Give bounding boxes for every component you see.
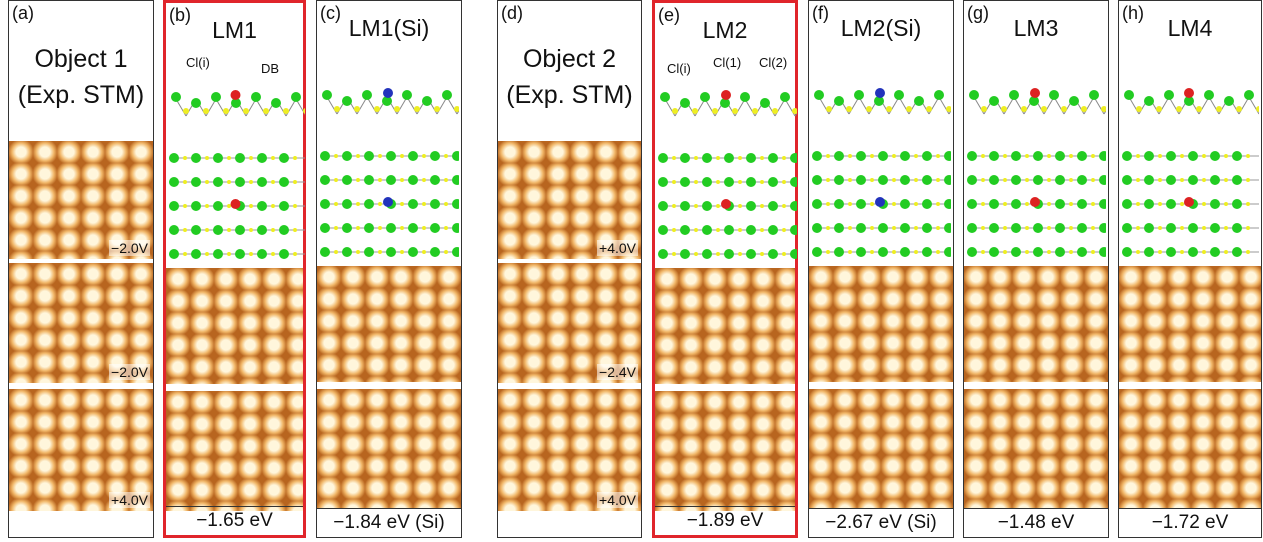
panel: (d) Object 2 (Exp. STM) +4.0V −2.4V +4.0V [497, 0, 642, 538]
energy-label: −1.65 eV [166, 506, 303, 535]
stm-image: +4.0V [498, 141, 641, 259]
simulated-image [809, 389, 953, 509]
stm-image: +4.0V [9, 389, 153, 511]
side-model [317, 79, 459, 129]
panel: (a) Object 1 (Exp. STM) −2.0V −2.0V +4.0V [8, 0, 154, 538]
panel-label: (d) [501, 3, 523, 24]
panel-title: Object 1 [9, 45, 153, 74]
top-model [317, 146, 459, 258]
bias-label: +4.0V [597, 492, 638, 508]
panel: (f)LM2(Si)−2.67 eV (Si) [808, 0, 954, 538]
side-model [809, 79, 951, 129]
top-model [1119, 146, 1259, 258]
side-model [964, 79, 1106, 129]
side-model [1119, 79, 1259, 129]
top-model [964, 146, 1106, 258]
top-model [166, 148, 305, 260]
panel-title: LM1 [166, 17, 303, 44]
panel-title: (Exp. STM) [9, 81, 153, 110]
atom-annotation: Cl(2) [759, 55, 787, 70]
simulated-image [317, 266, 461, 382]
panel-title: LM4 [1119, 15, 1261, 42]
side-model [166, 81, 305, 131]
panel: (g)LM3−1.48 eV [963, 0, 1109, 538]
bias-label: +4.0V [597, 240, 638, 256]
energy-label: −1.84 eV (Si) [317, 508, 461, 537]
simulated-image [809, 266, 953, 382]
energy-label: −1.48 eV [964, 508, 1108, 537]
stm-image: −2.4V [498, 263, 641, 383]
top-model [809, 146, 951, 258]
energy-label: −1.89 eV [655, 506, 795, 535]
side-model [655, 81, 797, 131]
bias-label: −2.4V [597, 364, 638, 380]
simulated-image [166, 268, 303, 384]
atom-annotation: Cl(1) [713, 55, 741, 70]
panel: (h)LM4−1.72 eV [1118, 0, 1262, 538]
panel-label: (a) [12, 3, 34, 24]
atom-annotation: Cl(i) [186, 55, 210, 70]
simulated-image [655, 268, 795, 384]
simulated-image [964, 266, 1108, 382]
panel-title: LM2(Si) [809, 15, 953, 42]
simulated-image [655, 391, 795, 511]
bias-label: −2.0V [109, 240, 150, 256]
figure: (a)Object 1(Exp. STM)−2.0V−2.0V+4.0V(b)L… [0, 0, 1263, 542]
simulated-image [964, 389, 1108, 509]
stm-image: +4.0V [498, 389, 641, 511]
simulated-image [317, 389, 461, 509]
energy-label: −2.67 eV (Si) [809, 508, 953, 537]
panel-title: LM2 [655, 17, 795, 44]
bias-label: +4.0V [109, 492, 150, 508]
panel-title: (Exp. STM) [498, 81, 641, 110]
stm-image: −2.0V [9, 141, 153, 259]
panel-title: LM3 [964, 15, 1108, 42]
simulated-image [1119, 266, 1261, 382]
simulated-image [1119, 389, 1261, 509]
panel-title: LM1(Si) [317, 15, 461, 42]
simulated-image [166, 391, 303, 511]
atom-annotation: Cl(i) [667, 61, 691, 76]
bias-label: −2.0V [109, 364, 150, 380]
top-model [655, 148, 797, 260]
stm-image: −2.0V [9, 263, 153, 383]
panel: (c)LM1(Si)−1.84 eV (Si) [316, 0, 462, 538]
panel-title: Object 2 [498, 45, 641, 74]
atom-annotation: DB [261, 61, 279, 76]
energy-label: −1.72 eV [1119, 508, 1261, 537]
